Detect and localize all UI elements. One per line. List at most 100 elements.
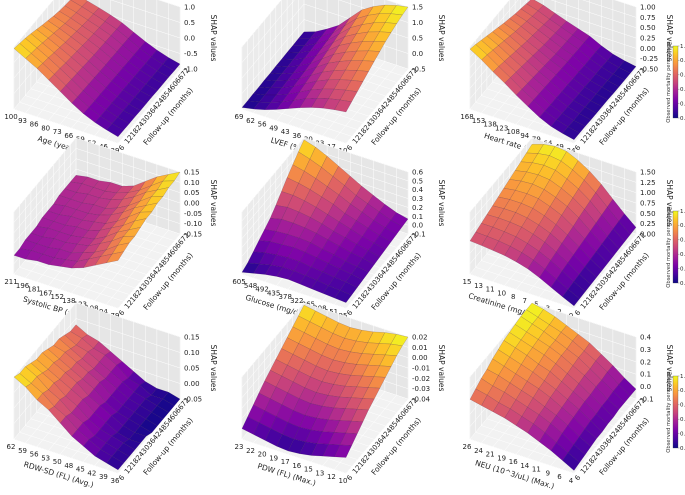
- x-tick-label: 48: [64, 462, 73, 470]
- colorbar: 0.0 0.2 0.4 0.6 0.8 1.0 Observed mortality per…: [666, 371, 685, 452]
- z-tick-label: 0.25: [640, 220, 656, 228]
- z-tick-label: -0.05: [184, 396, 202, 404]
- x-tick-label: 108: [507, 128, 520, 136]
- x-tick-label: 11: [532, 466, 541, 474]
- colorbar-tick-label: 0.6: [680, 238, 685, 244]
- z-tick-label: 0.5: [184, 19, 195, 27]
- z-axis-label: SHAP values: [209, 345, 218, 392]
- z-tick-label: -0.05: [184, 210, 202, 218]
- x-tick-label: 43: [281, 128, 290, 136]
- z-tick-label: 1.50: [640, 169, 656, 177]
- x-tick-label: 26: [463, 443, 472, 451]
- z-axis-label: SHAP values: [437, 180, 446, 227]
- x-tick-label: 36: [292, 132, 301, 140]
- colorbar-gradient: [673, 46, 678, 118]
- z-tick-label: 0.3: [640, 346, 651, 354]
- z-tick-label: 0.00: [640, 45, 656, 53]
- z-tick-label: 0.02: [412, 334, 428, 342]
- x-tick-label: 42: [87, 469, 96, 477]
- x-tick-label: 45: [76, 466, 85, 474]
- colorbar-label: Observed mortality percentage: [666, 371, 672, 452]
- shap-surface-panel: 26 24 21 19 16 14 11 9 6 4 61218243036424854606672…: [456, 330, 685, 495]
- colorbar-tick-label: 0.8: [680, 388, 685, 394]
- z-axis-label: SHAP values: [209, 180, 218, 227]
- x-tick-label: 14: [520, 462, 529, 470]
- z-tick-label: 1.00: [640, 4, 656, 12]
- x-tick-label: 19: [269, 454, 278, 462]
- z-tick-label: 0.01: [412, 344, 428, 352]
- colorbar-tick-label: 0.4: [680, 417, 685, 423]
- x-tick-label: 21: [486, 451, 495, 459]
- z-tick-label: 0.0: [412, 222, 423, 230]
- x-tick-label: 39: [99, 473, 108, 481]
- z-tick-label: 0.50: [640, 24, 656, 32]
- x-tick-label: 17: [281, 458, 290, 466]
- z-tick-label: -0.1: [640, 396, 654, 404]
- z-tick-label: 0.75: [640, 200, 656, 208]
- z-tick-label: 0.4: [640, 334, 652, 342]
- z-tick-label: 0.15: [184, 334, 200, 342]
- colorbar-tick-label: 0.2: [680, 431, 685, 437]
- x-tick-label: 6: [557, 473, 562, 481]
- z-tick-label: -0.01: [412, 365, 430, 373]
- z-tick-label: 0.10: [184, 349, 200, 357]
- x-tick-label: 24: [474, 447, 483, 455]
- x-tick-label: 12: [327, 473, 336, 481]
- z-tick-label: -0.03: [412, 385, 430, 393]
- z-tick-label: 0.50: [640, 210, 656, 218]
- x-tick-label: 93: [18, 117, 27, 125]
- shap-surface-panel: 15131110875320612182430364248546066720.0…: [456, 165, 685, 330]
- z-tick-label: 1.00: [640, 189, 656, 197]
- x-tick-label: 20: [258, 451, 267, 459]
- x-tick-label: 16: [292, 462, 301, 470]
- z-tick-label: 0.2: [412, 204, 423, 212]
- z-tick-label: -0.5: [184, 50, 198, 58]
- z-tick-label: 0.00: [184, 380, 200, 388]
- shap-surface-panel: 2111961811671521381231089479612182430364…: [0, 165, 228, 330]
- colorbar-tick-label: 0.8: [680, 223, 685, 229]
- z-tick-label: -0.04: [412, 396, 431, 404]
- x-tick-label: 19: [497, 454, 506, 462]
- colorbar-tick-label: 0.4: [680, 87, 685, 93]
- z-tick-label: 0.00: [184, 200, 200, 208]
- colorbar-tick-label: 0.2: [680, 101, 685, 107]
- x-tick-label: 62: [246, 117, 255, 125]
- z-tick-label: -0.02: [412, 375, 430, 383]
- z-axis-label: SHAP values: [437, 15, 446, 62]
- colorbar-tick-label: 0.6: [680, 73, 685, 79]
- z-axis-label: SHAP values: [209, 15, 218, 62]
- z-tick-label: 0.1: [640, 371, 651, 379]
- z-tick-label: -0.25: [640, 55, 658, 63]
- colorbar: 0.0 0.2 0.4 0.6 0.8 1.0 Observed mortality per…: [666, 206, 685, 287]
- x-tick-label: 53: [41, 454, 50, 462]
- colorbar-tick-label: 0.6: [680, 403, 685, 409]
- z-tick-label: -1.0: [184, 66, 198, 74]
- x-tick-label: 56: [30, 451, 39, 459]
- z-tick-label: -0.10: [184, 220, 202, 228]
- colorbar-label: Observed mortality percentage: [666, 206, 672, 287]
- z-tick-label: 0.05: [184, 189, 200, 197]
- z-tick-label: 1.5: [412, 4, 423, 12]
- x-tick-label: 8: [511, 293, 515, 301]
- shap-surface-panel: 62 59 56 53 50 48 45 42 39 3661218243036424854606…: [0, 330, 228, 495]
- colorbar-tick-label: 0.4: [680, 252, 685, 258]
- z-tick-label: -0.15: [184, 231, 202, 239]
- x-tick-label: 66: [64, 132, 73, 140]
- z-tick-label: 0.00: [412, 354, 428, 362]
- z-tick-label: 0.00: [640, 231, 656, 239]
- x-tick-label: 56: [258, 121, 267, 129]
- colorbar-tick-label: 0.2: [680, 266, 685, 272]
- x-tick-label: 7: [523, 297, 527, 305]
- x-tick-label: 49: [269, 124, 278, 132]
- colorbar-tick-label: 1.0: [680, 209, 685, 215]
- shap-surface-panel: 1009386807366595246396121824303642485460…: [0, 0, 228, 165]
- z-tick-label: 0.0: [412, 50, 423, 58]
- x-tick-label: 50: [53, 458, 62, 466]
- colorbar-tick-label: 0.0: [680, 281, 685, 287]
- colorbar: 0.0 0.2 0.4 0.6 0.8 1.0 Observed mortality per…: [666, 41, 685, 122]
- z-tick-label: 0.1: [412, 213, 423, 221]
- x-tick-label: 23: [235, 443, 244, 451]
- x-tick-label: 62: [7, 443, 16, 451]
- colorbar-tick-label: 1.0: [680, 374, 685, 380]
- x-tick-label: 22: [246, 447, 255, 455]
